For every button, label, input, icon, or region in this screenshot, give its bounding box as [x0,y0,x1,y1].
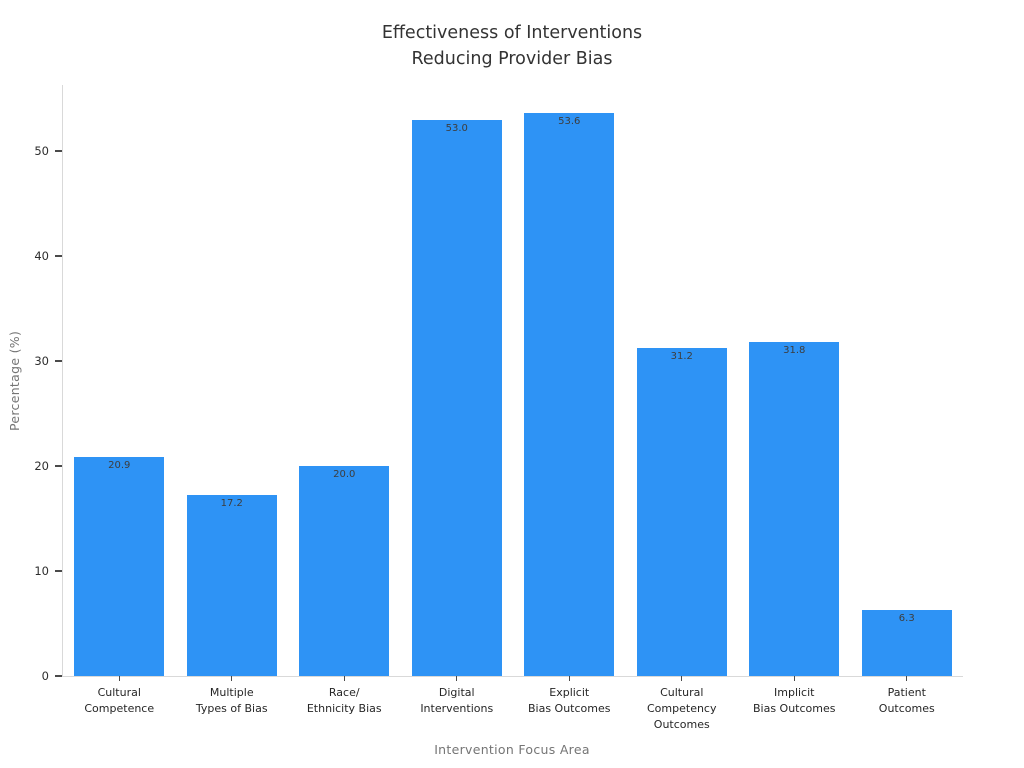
y-tick-label: 40 [34,249,49,264]
x-category-label: Multiple Types of Bias [195,686,268,715]
bar: 53.6 [524,113,615,676]
y-tick-label: 10 [34,564,49,579]
bar-value-label: 6.3 [898,612,915,624]
y-tick-label: 0 [41,669,49,683]
bar: 53.0 [411,119,502,676]
x-tick-mark [568,676,570,681]
chart-title: Effectiveness of Interventions Reducing … [0,20,1024,72]
bar-value-label: 53.6 [558,116,581,128]
x-tick-mark [343,676,345,681]
y-tick-mark [55,570,62,572]
chart-title-line-1: Effectiveness of Interventions [381,23,643,43]
x-tick-mark [118,676,120,681]
y-tick-mark [55,150,62,152]
x-axis-title: Intervention Focus Area [434,742,590,757]
y-tick-label: 50 [34,144,49,159]
bar: 20.9 [74,456,165,676]
bar-value-label: 20.0 [333,469,356,481]
bar-value-label: 31.8 [783,345,806,357]
bar-value-label: 20.9 [108,459,131,471]
x-tick-mark [906,676,908,681]
x-category-label: Patient Outcomes [878,686,935,715]
y-tick-mark [55,675,62,677]
y-tick-label: 20 [34,459,49,474]
x-category-label: Race/ Ethnicity Bias [306,686,382,715]
x-category-label: Cultural Competency Outcomes [647,686,717,731]
y-tick-mark [55,360,62,362]
chart-title-line-2: Reducing Provider Bias [411,49,613,69]
x-category-label: Implicit Bias Outcomes [752,686,836,715]
x-tick-mark [681,676,683,681]
y-tick-label: 30 [34,354,49,369]
x-category-label: Cultural Competence [84,686,155,715]
bar: 20.0 [299,466,390,676]
x-category-label: Explicit Bias Outcomes [527,686,611,715]
bar: 17.2 [186,495,277,676]
bar-value-label: 17.2 [220,498,243,510]
bar-value-label: 31.2 [670,351,693,363]
x-category-label: Digital Interventions [420,686,494,715]
bar: 31.2 [636,348,727,676]
plot-area: 0 10 20 30 40 50 20.9 Cultural Competence 17.2 Mu… [34,85,963,731]
x-tick-mark [231,676,233,681]
bar: 31.8 [749,342,840,676]
x-tick-mark [456,676,458,681]
x-tick-mark [793,676,795,681]
y-axis-title: Percentage (%) [7,330,22,431]
y-tick-mark [55,255,62,257]
y-tick-mark [55,465,62,467]
bar: 6.3 [861,609,952,676]
bar-value-label: 53.0 [445,122,468,134]
